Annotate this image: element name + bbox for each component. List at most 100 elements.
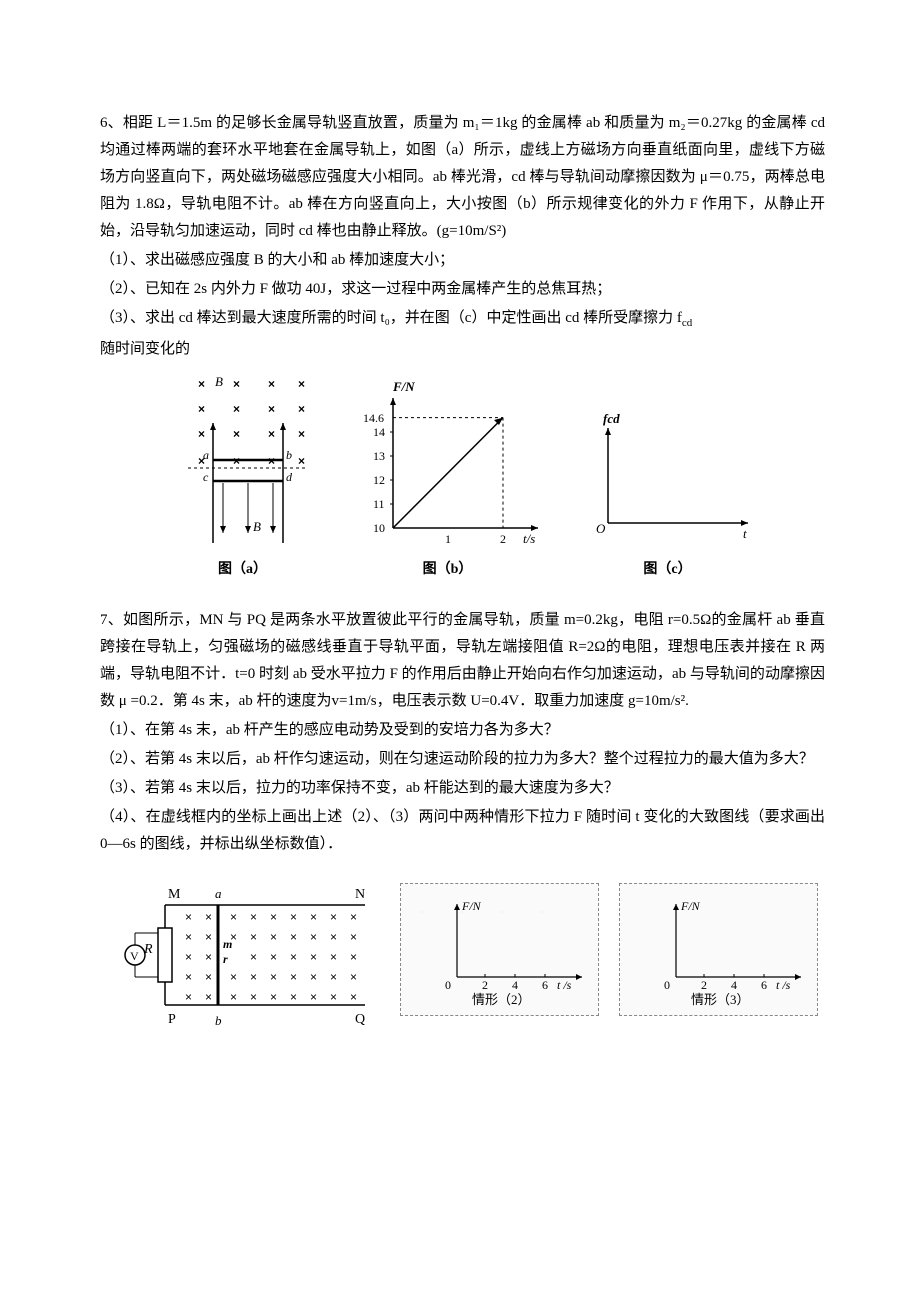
- svg-text:×: ×: [270, 950, 277, 964]
- svg-text:×: ×: [230, 930, 237, 944]
- svg-text:×: ×: [298, 454, 305, 468]
- svg-text:×: ×: [205, 930, 212, 944]
- svg-text:×: ×: [330, 950, 337, 964]
- fig-a-B-bot: B: [253, 519, 261, 534]
- svg-text:×: ×: [310, 990, 317, 1004]
- case2-caption: 情形（2）: [472, 992, 531, 1007]
- case3-xt0: 2: [701, 978, 707, 992]
- fig-b-xt1: 2: [500, 532, 506, 546]
- svg-text:×: ×: [310, 970, 317, 984]
- svg-text:×: ×: [330, 970, 337, 984]
- fig-b-box: F/N 10 11 12 13 14 14.6 1 2 t/s: [348, 373, 548, 582]
- svg-text:×: ×: [290, 910, 297, 924]
- q7-q3: （3）、若第 4s 末以后，拉力的功率保持不变，ab 杆能达到的最大速度为多大？: [100, 775, 825, 802]
- svg-text:×: ×: [310, 950, 317, 964]
- case3-ylabel: F/N: [680, 899, 701, 913]
- svg-text:×: ×: [330, 930, 337, 944]
- svg-text:×: ×: [250, 970, 257, 984]
- case3-origin: 0: [664, 978, 670, 992]
- q7-q4: （4）、在虚线框内的坐标上画出上述（2）、（3）两问中两种情形下拉力 F 随时间…: [100, 804, 825, 858]
- fig-a-c: c: [203, 470, 209, 484]
- case3-xt2: 6: [761, 978, 767, 992]
- svg-text:×: ×: [270, 930, 277, 944]
- fig-a-B-top: B: [215, 374, 223, 389]
- fig-b-yt4: 14: [373, 425, 385, 439]
- fig-b-xlabel: t/s: [523, 531, 535, 546]
- svg-text:×: ×: [198, 377, 205, 391]
- svg-text:×: ×: [230, 990, 237, 1004]
- fig-a-box: ×××× ×××× ×××× ×××× B a b c d: [168, 373, 318, 582]
- fig-b-yt0: 10: [373, 521, 385, 535]
- svg-text:×: ×: [330, 910, 337, 924]
- circ-N: N: [355, 887, 365, 902]
- case3-caption: 情形（3）: [691, 992, 750, 1007]
- svg-text:×: ×: [230, 910, 237, 924]
- circ-P: P: [168, 1012, 176, 1027]
- case3-xt1: 4: [731, 978, 737, 992]
- fig-b-label: 图（b）: [348, 557, 548, 582]
- svg-text:×: ×: [205, 950, 212, 964]
- q7-p1: 如图所示，MN 与 PQ 是两条水平放置彼此平行的金属导轨，质量 m=0.2kg…: [100, 612, 825, 709]
- fig-a-b: b: [286, 448, 292, 462]
- svg-text:×: ×: [270, 990, 277, 1004]
- fig-b-ylabel: F/N: [392, 379, 415, 394]
- svg-text:×: ×: [310, 930, 317, 944]
- case2-origin: 0: [445, 978, 451, 992]
- svg-text:×: ×: [298, 402, 305, 416]
- svg-text:×: ×: [198, 427, 205, 441]
- fig-c-origin: O: [596, 521, 606, 536]
- fig-c-box: fcd O t 图（c）: [578, 403, 758, 582]
- svg-text:×: ×: [185, 970, 192, 984]
- fig-b-yt2: 12: [373, 473, 385, 487]
- svg-text:×: ×: [185, 950, 192, 964]
- svg-text:×: ×: [350, 970, 357, 984]
- svg-text:×: ×: [330, 990, 337, 1004]
- circ-a: a: [215, 886, 222, 901]
- fig-c-xlabel: t: [743, 526, 747, 541]
- fig-b-yt1: 11: [373, 497, 385, 511]
- svg-text:×: ×: [230, 970, 237, 984]
- svg-text:×: ×: [185, 990, 192, 1004]
- q7-number: 7、: [100, 612, 123, 628]
- q6-figures: ×××× ×××× ×××× ×××× B a b c d: [100, 373, 825, 582]
- svg-text:×: ×: [250, 990, 257, 1004]
- fig-a-label: 图（a）: [168, 557, 318, 582]
- q7-circuit-svg: M N P Q a b R V m r: [100, 883, 380, 1033]
- case2-xt2: 6: [542, 978, 548, 992]
- q7-figures: M N P Q a b R V m r: [100, 883, 825, 1033]
- q7-case3-box: F/N 0 2 4 6 t /s 情形（3）: [619, 883, 818, 1016]
- q7-circuit-box: M N P Q a b R V m r: [100, 883, 380, 1033]
- q7-case3-svg: F/N 0 2 4 6 t /s 情形（3）: [626, 892, 811, 1007]
- case3-xlabel: t /s: [776, 978, 791, 992]
- fig-b-xt0: 1: [445, 532, 451, 546]
- svg-text:×: ×: [185, 930, 192, 944]
- q6-q3-sub: cd: [682, 317, 692, 329]
- q7-q2: （2）、若第 4s 末以后，ab 杆作匀速运动，则在匀速运动阶段的拉力为多大？整…: [100, 746, 825, 773]
- q7-case2-svg: F/N 0 2 4 6 t /s 情形（2）: [407, 892, 592, 1007]
- q6-q3-tail: 随时间变化的: [100, 336, 825, 363]
- svg-text:×: ×: [350, 990, 357, 1004]
- q7-heading: 7、如图所示，MN 与 PQ 是两条水平放置彼此平行的金属导轨，质量 m=0.2…: [100, 607, 825, 715]
- fig-c-svg: fcd O t: [578, 403, 758, 553]
- svg-text:×: ×: [185, 910, 192, 924]
- svg-text:×: ×: [270, 970, 277, 984]
- svg-text:×: ×: [350, 910, 357, 924]
- svg-text:×: ×: [298, 427, 305, 441]
- circ-r: r: [223, 952, 228, 966]
- svg-text:×: ×: [290, 950, 297, 964]
- q6-q2: （2）、已知在 2s 内外力 F 做功 40J，求这一过程中两金属棒产生的总焦耳…: [100, 276, 825, 303]
- svg-text:×: ×: [310, 910, 317, 924]
- svg-text:×: ×: [268, 402, 275, 416]
- fig-b-yt3: 13: [373, 449, 385, 463]
- fig-a-svg: ×××× ×××× ×××× ×××× B a b c d: [168, 373, 318, 553]
- svg-text:×: ×: [205, 910, 212, 924]
- fig-a-d: d: [286, 470, 293, 484]
- svg-text:×: ×: [250, 930, 257, 944]
- case2-ylabel: F/N: [461, 899, 482, 913]
- q7-case2-box: F/N 0 2 4 6 t /s 情形（2）: [400, 883, 599, 1016]
- q7-q1: （1）、在第 4s 末，ab 杆产生的感应电动势及受到的安培力各为多大？: [100, 717, 825, 744]
- circ-V: V: [130, 949, 139, 963]
- fig-b-yt5: 14.6: [363, 411, 384, 425]
- svg-text:×: ×: [205, 970, 212, 984]
- svg-text:×: ×: [233, 427, 240, 441]
